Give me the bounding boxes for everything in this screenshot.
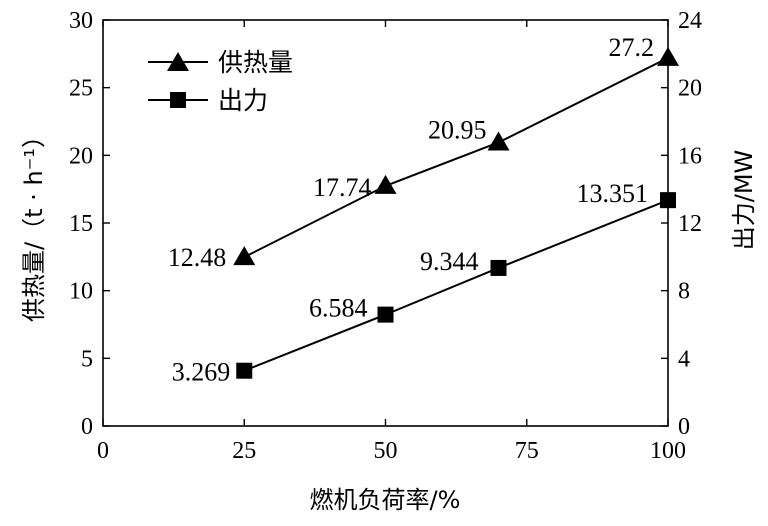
legend-square-marker: [170, 92, 186, 108]
left-y-tick-label: 0: [81, 414, 93, 440]
data-label: 27.2: [609, 33, 655, 62]
data-label: 13.351: [577, 179, 649, 208]
data-label: 12.48: [168, 243, 227, 272]
data-labels: 12.48 17.74 20.95 27.2 3.269 6.584 9.344 13.351: [168, 33, 654, 387]
left-y-tick-label: 30: [69, 8, 93, 34]
right-y-tick-label: 12: [678, 211, 702, 237]
left-axis-title: 供热量/（t · h⁻¹）: [20, 124, 48, 322]
series-layer: [233, 46, 679, 379]
right-y-tick-label: 16: [678, 143, 702, 169]
series-line-heat: [243, 56, 669, 258]
right-y-tick-label: 0: [678, 414, 690, 440]
right-y-tick-label: 20: [678, 76, 702, 102]
right-y-tick-label: 8: [678, 279, 690, 305]
data-label: 3.269: [172, 358, 231, 387]
right-axis-title: 出力/MW: [730, 150, 758, 251]
power-point-marker: [236, 362, 253, 379]
data-label: 17.74: [313, 173, 372, 202]
power-point-marker: [660, 192, 676, 209]
right-y-tick-label: 24: [678, 8, 702, 34]
x-axis-title: 燃机负荷率/%: [310, 486, 461, 514]
x-tick-label: 25: [232, 438, 256, 464]
data-label: 6.584: [309, 294, 368, 323]
series-line-power: [243, 199, 669, 372]
x-tick-label: 75: [515, 438, 539, 464]
power-point-marker: [377, 306, 394, 323]
x-tick-label: 50: [374, 438, 398, 464]
right-y-tick-label: 4: [678, 346, 690, 372]
heat-point-marker: [233, 246, 256, 266]
data-label: 9.344: [420, 247, 479, 276]
power-point-marker: [490, 259, 507, 276]
left-y-tick-label: 20: [69, 143, 93, 169]
legend: 供热量 出力: [148, 48, 293, 115]
left-y-tick-label: 25: [69, 76, 93, 102]
x-tick-label: 0: [97, 438, 109, 464]
x-tick-label: 100: [650, 438, 686, 464]
left-y-tick-label: 10: [69, 279, 93, 305]
data-label: 20.95: [428, 115, 487, 144]
legend-label-heat: 供热量: [218, 48, 293, 77]
legend-label-power: 出力: [218, 86, 268, 115]
left-y-tick-label: 15: [69, 211, 93, 237]
heat-point-marker: [487, 131, 510, 151]
left-y-tick-label: 5: [81, 346, 93, 372]
heat-point-marker: [374, 174, 397, 194]
heat-point-marker: [657, 46, 679, 66]
legend-triangle-marker: [167, 52, 189, 71]
